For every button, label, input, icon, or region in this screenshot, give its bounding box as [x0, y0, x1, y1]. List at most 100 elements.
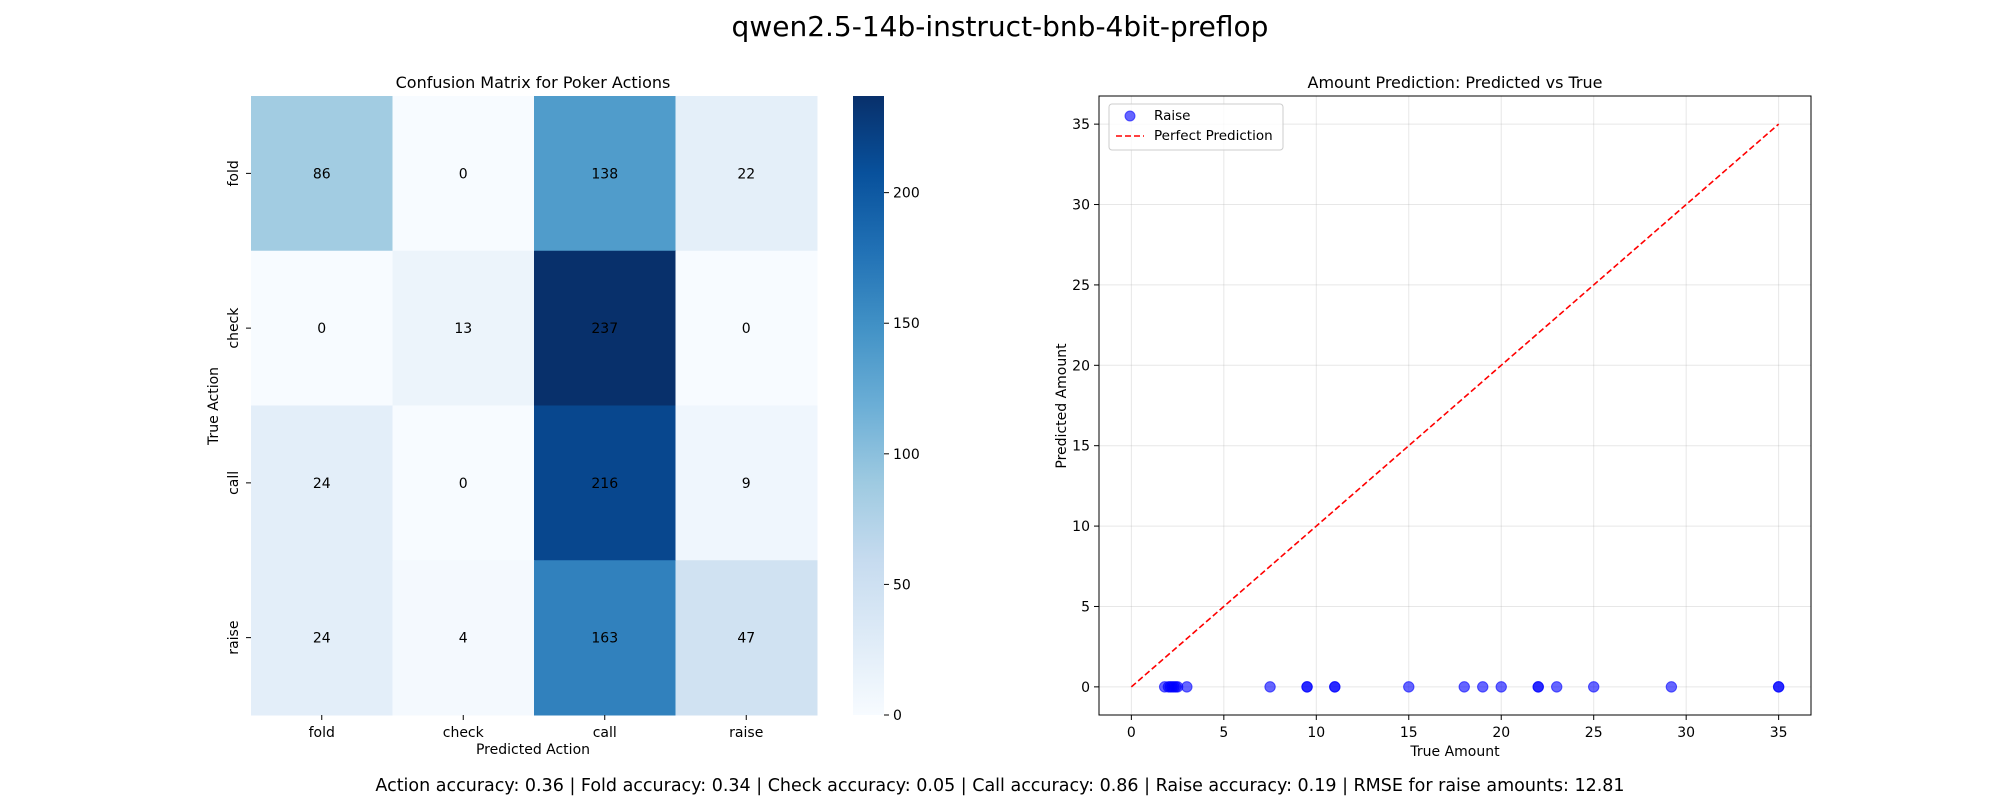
- scatter-point: [1181, 681, 1193, 693]
- scatter-x-tick-label: 30: [1677, 725, 1695, 741]
- heatmap-cell: [251, 250, 393, 406]
- scatter-y-tick-label: 10: [1072, 519, 1090, 535]
- heatmap-cell-value: 4: [459, 631, 468, 647]
- figure-title: qwen2.5-14b-instruct-bnb-4bit-preflop: [731, 10, 1269, 43]
- scatter-y-ticks: 0 5 10 15 20 25 30 35: [1072, 117, 1099, 696]
- scatter-y-tick-label: 15: [1072, 439, 1090, 455]
- scatter-points: [1158, 681, 1785, 693]
- scatter-point: [1477, 681, 1489, 693]
- heatmap-cell-value: 0: [317, 321, 326, 337]
- heatmap-y-tick-label: check: [226, 307, 242, 349]
- heatmap-y-tick-label: call: [226, 471, 242, 495]
- colorbar-ticks: 0 50 100 150 200: [884, 186, 920, 724]
- scatter-x-tick-label: 25: [1585, 725, 1603, 741]
- heatmap-cell-value: 9: [742, 476, 751, 492]
- scatter-point: [1301, 681, 1313, 693]
- amount-prediction-panel: Amount Prediction: Predicted vs True 0 5 1…: [1054, 73, 1812, 760]
- scatter-y-label: Predicted Amount: [1054, 343, 1070, 469]
- scatter-point: [1551, 681, 1563, 693]
- heatmap-y-tick-label: raise: [226, 621, 242, 655]
- scatter-y-tick-label: 5: [1081, 599, 1090, 615]
- heatmap-x-tick-label: raise: [729, 725, 763, 741]
- confusion-matrix-panel: Confusion Matrix for Poker Actions 86 0 13…: [206, 73, 818, 758]
- scatter-point: [1772, 681, 1785, 693]
- heatmap-cell-value: 24: [313, 631, 331, 647]
- colorbar-gradient: [853, 96, 884, 715]
- heatmap-cell-value: 0: [459, 476, 468, 492]
- colorbar-tick-label: 0: [893, 708, 902, 724]
- heatmap-y-tick-label: fold: [226, 160, 242, 186]
- perfect-prediction-series: [1130, 123, 1780, 688]
- legend-perfect-label: Perfect Prediction: [1154, 128, 1273, 144]
- scatter-point: [1329, 681, 1341, 693]
- scatter-legend: Raise Perfect Prediction: [1108, 103, 1284, 151]
- colorbar-tick-label: 200: [893, 186, 920, 202]
- heatmap-cell-value: 13: [454, 321, 472, 337]
- scatter-point: [1665, 681, 1678, 693]
- colorbar-tick-label: 100: [893, 447, 920, 463]
- heatmap-cell: [534, 96, 676, 252]
- scatter-point: [1264, 681, 1276, 693]
- heatmap-cell-value: 216: [591, 476, 618, 492]
- legend-box: [1108, 103, 1284, 151]
- scatter-axes-frame: [1098, 95, 1812, 716]
- colorbar-tick-label: 150: [893, 316, 920, 332]
- heatmap-cell: [534, 250, 676, 406]
- heatmap-cell-value: 237: [591, 321, 618, 337]
- heatmap-y-tick-labels: fold check call raise: [226, 160, 251, 655]
- scatter-y-tick-label: 35: [1072, 117, 1090, 133]
- legend-raise-marker: [1124, 110, 1136, 122]
- heatmap-cell: [534, 560, 676, 716]
- heatmap-cell-value: 86: [313, 166, 331, 182]
- heatmap-x-label: Predicted Action: [476, 742, 590, 758]
- accuracy-summary: Action accuracy: 0.36 | Fold accuracy: 0…: [375, 776, 1625, 796]
- heatmap-cell: [392, 96, 535, 252]
- heatmap-cell: [392, 560, 535, 716]
- scatter-point: [1588, 681, 1600, 693]
- scatter-x-tick-label: 5: [1219, 725, 1228, 741]
- heatmap-cells: 86 0 138 22 0 13 237 0 24 0 216 9 24 4 163 47: [251, 96, 818, 716]
- heatmap-cell-value: 138: [591, 166, 618, 182]
- heatmap-cell: [251, 405, 393, 561]
- heatmap-cell-value: 0: [742, 321, 751, 337]
- heatmap-cell: [251, 560, 393, 716]
- colorbar-tick-label: 50: [893, 577, 911, 593]
- scatter-y-tick-label: 0: [1081, 680, 1090, 696]
- scatter-title: Amount Prediction: Predicted vs True: [1308, 73, 1603, 92]
- heatmap-x-tick-label: check: [443, 725, 485, 741]
- heatmap-cell: [534, 405, 676, 561]
- scatter-point: [1495, 681, 1507, 693]
- scatter-x-ticks: 0 5 10 15 20 25 30 35: [1127, 715, 1788, 741]
- heatmap-x-tick-labels: fold check call raise: [309, 715, 763, 741]
- scatter-x-label: True Amount: [1409, 744, 1500, 760]
- heatmap-cell: [251, 96, 393, 252]
- legend-raise-label: Raise: [1154, 108, 1190, 124]
- scatter-y-tick-label: 30: [1072, 198, 1090, 214]
- heatmap-cell: [675, 96, 818, 252]
- scatter-x-tick-label: 35: [1770, 725, 1788, 741]
- heatmap-cell: [675, 405, 818, 561]
- heatmap-cell: [675, 250, 818, 406]
- heatmap-x-tick-label: call: [593, 725, 617, 741]
- scatter-point: [1403, 681, 1415, 693]
- heatmap-cell-value: 0: [459, 166, 468, 182]
- scatter-point: [1458, 681, 1470, 693]
- heatmap-y-label: True Action: [206, 367, 222, 446]
- heatmap-cell-value: 47: [737, 631, 755, 647]
- scatter-y-tick-label: 25: [1072, 278, 1090, 294]
- heatmap-cell-value: 163: [591, 631, 618, 647]
- perfect-prediction-line: [1130, 123, 1780, 688]
- heatmap-cell: [392, 405, 535, 561]
- heatmap-cell: [675, 560, 818, 716]
- scatter-y-tick-label: 20: [1072, 358, 1090, 374]
- scatter-x-tick-label: 20: [1492, 725, 1510, 741]
- heatmap-cell: [392, 250, 535, 406]
- heatmap-cell-value: 24: [313, 476, 331, 492]
- scatter-x-tick-label: 0: [1127, 725, 1136, 741]
- scatter-x-tick-label: 10: [1307, 725, 1325, 741]
- colorbar: 0 50 100 150 200: [853, 96, 920, 724]
- heatmap-x-tick-label: fold: [309, 725, 335, 741]
- scatter-x-tick-label: 15: [1400, 725, 1418, 741]
- heatmap-title: Confusion Matrix for Poker Actions: [396, 73, 671, 92]
